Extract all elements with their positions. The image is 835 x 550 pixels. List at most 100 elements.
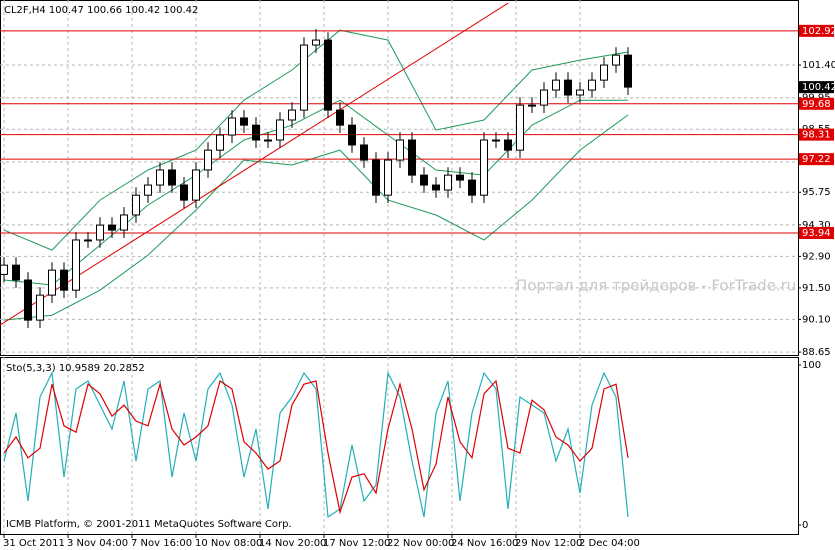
y-tick-label: 88.65	[802, 347, 831, 358]
x-tick-label: 31 Oct 2011	[3, 538, 65, 549]
candle-body	[540, 89, 548, 106]
candle-body	[276, 119, 284, 141]
x-tick-label: 3 Nov 04:00	[67, 538, 128, 549]
candle-body	[24, 279, 32, 321]
footer: ICMB Platform, © 2001-2011 MetaQuotes So…	[6, 519, 292, 530]
candle-body	[0, 264, 8, 275]
level-label-box	[799, 97, 834, 110]
candle-body	[612, 54, 620, 66]
candle-body	[324, 39, 332, 111]
x-tick-label: 22 Nov 00:00	[387, 538, 454, 549]
candle-body	[456, 174, 464, 181]
x-tick-label: 29 Nov 12:00	[515, 538, 582, 549]
y-tick-label: 92.90	[802, 251, 831, 262]
candle-body	[228, 117, 236, 136]
candle-body	[168, 169, 176, 186]
candle-body	[528, 104, 536, 107]
candle-body	[360, 144, 368, 161]
candle-body	[564, 79, 572, 96]
band-lower	[3, 114, 629, 321]
x-tick-label: 24 Nov 16:00	[451, 538, 518, 549]
main-frame	[0, 0, 799, 356]
candle-body	[204, 149, 212, 171]
y-tick-label: 94.30	[802, 220, 831, 231]
y-tick-label: 95.75	[802, 187, 831, 198]
candle-body	[504, 139, 512, 151]
last-price-label: 100.42	[802, 82, 835, 93]
level-label: 97.22	[802, 154, 831, 165]
candle-body	[432, 184, 440, 191]
candle-body	[132, 194, 140, 216]
candle-body	[240, 117, 248, 126]
candle-body	[420, 174, 428, 186]
sub-plot	[3, 357, 629, 535]
candle-body	[84, 239, 92, 242]
candle-body	[576, 89, 584, 96]
candle-body	[192, 169, 200, 201]
candle-body	[444, 174, 452, 191]
x-tick-label: 10 Nov 08:00	[195, 538, 262, 549]
y-tick-label: 101.40	[802, 60, 835, 71]
sub-frame	[0, 357, 799, 535]
candle-body	[396, 139, 404, 161]
candle-body	[408, 139, 416, 176]
candle-body	[156, 169, 164, 186]
candle-body	[252, 124, 260, 141]
candle-body	[264, 139, 272, 142]
main-plot	[0, 0, 798, 355]
y-tick-label: 100	[802, 360, 821, 371]
level-label-box	[799, 24, 834, 37]
level-label-box	[799, 153, 834, 166]
level-label: 98.31	[802, 130, 831, 141]
level-label-box	[799, 128, 834, 141]
candle-body	[492, 139, 500, 142]
x-tick-label: 14 Nov 20:00	[259, 538, 326, 549]
candle-body	[300, 44, 308, 111]
candle-body	[216, 134, 224, 151]
watermark: Портал для трейдеров - ForTrade.ru	[516, 277, 796, 295]
candle-body	[372, 159, 380, 196]
y-tick-label: 91.50	[802, 283, 831, 294]
x-tick-label: 17 Nov 12:00	[323, 538, 390, 549]
candle-body	[552, 79, 560, 91]
level-label: 102.92	[802, 26, 835, 37]
y-tick-label: 0	[802, 520, 808, 531]
candle-body	[348, 124, 356, 146]
candle-body	[120, 214, 128, 231]
candle-body	[72, 239, 80, 291]
candle-body	[144, 184, 152, 196]
candle-body	[336, 109, 344, 126]
candle-body	[624, 54, 632, 88]
candle-body	[468, 179, 476, 196]
candle-body	[60, 269, 68, 291]
x-tick-label: 2 Dec 04:00	[579, 538, 640, 549]
candle-body	[312, 39, 320, 46]
level-label: 93.94	[802, 228, 831, 239]
trendline	[0, 2, 509, 326]
candle-body	[588, 79, 596, 91]
candle-body	[96, 224, 104, 241]
candle-body	[180, 184, 188, 201]
level-label-box	[799, 226, 834, 239]
band-upper	[3, 29, 629, 251]
series-line	[3, 379, 629, 515]
x-tick-label: 7 Nov 16:00	[131, 538, 192, 549]
chart-title: CL2F,H4 100.47 100.66 100.42 100.42	[4, 5, 198, 16]
candle-body	[480, 139, 488, 196]
level-label: 99.68	[802, 99, 831, 110]
y-tick-label: 90.10	[802, 314, 831, 325]
candle-body	[516, 104, 524, 151]
candle-body	[12, 264, 20, 281]
candle-body	[384, 159, 392, 196]
candle-body	[600, 64, 608, 81]
axes: 101.4099.9598.5597.1095.7594.3092.9091.5…	[3, 24, 835, 549]
last-price-box	[799, 81, 834, 94]
candle-body	[48, 269, 56, 296]
sub-title: Sto(5,3,3) 10.9589 20.2852	[6, 363, 145, 374]
candle-body	[288, 109, 296, 121]
candle-body	[108, 224, 116, 231]
series-line	[3, 370, 629, 519]
candle-body	[36, 294, 44, 321]
